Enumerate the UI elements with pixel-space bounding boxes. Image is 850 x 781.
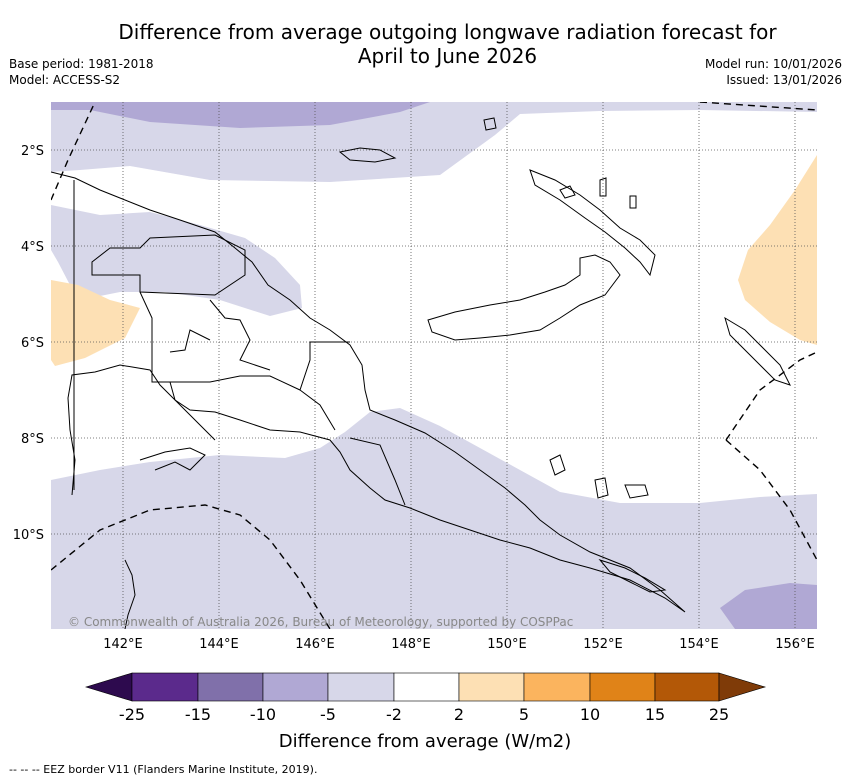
meta-left: Base period: 1981-2018 Model: ACCESS-S2 [9,56,154,88]
eez-footnote: -- -- -- EEZ border V11 (Flanders Marine… [9,763,318,776]
lon-label: 148°E [391,637,431,652]
anomaly-positive-west [51,280,140,366]
eez-borders [51,102,817,629]
coastlines [51,117,791,629]
colorbar-tick: 25 [708,705,730,724]
eez-south-east [725,439,817,561]
colorbar-bin [523,672,591,702]
map-title: Difference from average outgoing longwav… [50,20,845,68]
colorbar-bin [458,672,525,702]
colorbar-bin [327,672,395,702]
colorbar-bin [197,672,264,702]
colorbar-tick: -2 [386,705,402,724]
lon-label: 152°E [583,637,623,652]
anomaly-south-band [51,408,817,629]
australia-cape-york [124,559,136,629]
title-line-1: Difference from average outgoing longwav… [118,20,777,44]
new-ireland-coast [529,169,656,277]
province-boundary-south [169,381,406,506]
lon-label: 142°E [103,637,143,652]
lat-label: 6°S [21,336,44,351]
lon-label: 154°E [679,637,719,652]
lon-label: 150°E [487,637,527,652]
base-period: Base period: 1981-2018 [9,57,154,71]
south-coast-fly [139,447,206,471]
new-britain-coast [427,254,621,341]
model-run: Model run: 10/01/2026 [704,57,842,71]
issued-date: Issued: 13/01/2026 [726,73,842,87]
colorbar-tick: 10 [579,705,601,724]
lat-label: 4°S [21,240,44,255]
anomaly-central-blob [51,205,302,316]
eez-bougainville [725,351,817,441]
colorbar [84,672,767,702]
manus-island [338,147,397,163]
eez-south-west [51,504,331,629]
longitude-labels: 142°E 144°E 146°E 148°E 150°E 152°E 154°… [103,637,815,652]
lon-label: 144°E [199,637,239,652]
map-figure: 2°S 4°S 6°S 8°S 10°S 142°E 144°E 146°E 1… [13,102,817,652]
bougainville-coast [724,316,791,386]
model-name: Model: ACCESS-S2 [9,73,121,87]
anomaly-positive-east [738,155,817,345]
province-boundary-highlands [139,291,350,431]
title-line-2: April to June 2026 [357,44,538,68]
latitude-labels: 2°S 4°S 6°S 8°S 10°S [13,144,44,543]
lon-label: 156°E [775,637,815,652]
colorbar-title: Difference from average (W/m2) [278,731,572,752]
map-area [51,102,817,629]
colorbar-bin [654,672,720,702]
colorbar-tick: -5 [320,705,336,724]
lat-label: 8°S [21,432,44,447]
meta-right: Model run: 10/01/2026 Issued: 13/01/2026 [705,56,842,88]
admin-boundaries [73,180,406,506]
copyright-notice: © Commonwealth of Australia 2026, Bureau… [68,615,573,629]
colorbar-low-extend [84,672,133,702]
colorbar-bin [393,672,460,702]
colorbar-tick: -25 [118,705,146,724]
colorbar-bin [589,672,656,702]
province-boundary-west [91,234,246,296]
islands-north [483,117,637,209]
colorbar-tick: -10 [249,705,277,724]
islands-d-entrecasteaux [549,454,649,499]
colorbar-tick: 5 [518,705,530,724]
colorbar-tick: 15 [644,705,666,724]
colorbar-bin [131,672,199,702]
colorbar-tick: -15 [184,705,212,724]
islands-louisiade [598,559,667,593]
lat-label: 10°S [13,528,44,543]
colorbar-tick: 2 [453,705,465,724]
lon-label: 146°E [295,637,335,652]
new-guinea-coast [51,171,686,613]
eez-north-west [51,102,96,201]
lat-label: 2°S [21,144,44,159]
colorbar-bin [262,672,329,702]
eez-north-east [699,102,817,111]
anomaly-top-band-stronger [51,102,430,128]
graticule [51,102,817,629]
colorbar-high-extend [718,672,767,702]
anomaly-southeast-corner [720,583,817,629]
